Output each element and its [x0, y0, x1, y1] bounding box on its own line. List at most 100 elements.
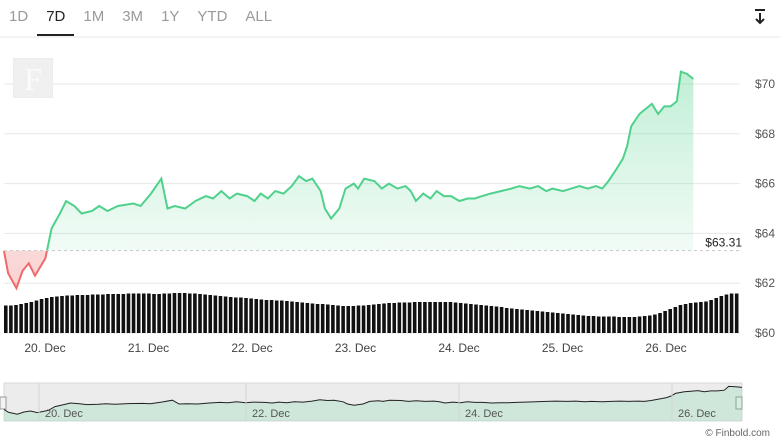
volume-bar	[274, 300, 279, 333]
tab-7d[interactable]: 7D	[37, 0, 75, 36]
volume-bar	[295, 302, 299, 333]
volume-bar	[264, 300, 269, 333]
volume-bar	[571, 314, 575, 333]
volume-bar	[101, 294, 105, 333]
volume-bar	[418, 302, 422, 333]
volume-bar	[658, 313, 662, 333]
volume-bar	[648, 315, 652, 333]
volume-bar	[305, 303, 310, 333]
volume-bar	[315, 304, 320, 333]
volume-bar	[433, 302, 437, 333]
volume-bar	[152, 294, 156, 333]
volume-bar	[530, 310, 535, 333]
finbold-logo: F	[13, 58, 53, 98]
volume-bar	[484, 305, 489, 333]
volume-bar	[172, 293, 177, 333]
volume-bar	[576, 315, 581, 333]
volume-bar	[244, 298, 248, 333]
volume-bar	[280, 300, 284, 333]
volume-bar	[208, 295, 213, 333]
volume-bar	[479, 305, 483, 333]
volume-bar	[704, 301, 708, 333]
volume-bar	[182, 293, 187, 333]
volume-bar	[259, 299, 264, 333]
download-button[interactable]	[752, 8, 768, 26]
navigator-handle-left	[0, 396, 7, 410]
x-tick-label: 21. Dec	[128, 341, 169, 355]
volume-bar	[310, 303, 315, 333]
range-selector: 1D 7D 1M 3M 1Y YTD ALL	[0, 0, 281, 36]
volume-bar	[520, 309, 524, 333]
price-line-up	[45, 70, 694, 251]
tab-all[interactable]: ALL	[245, 8, 273, 25]
volume-bar	[50, 297, 54, 333]
volume-bar	[223, 296, 228, 333]
volume-bar	[300, 302, 305, 333]
volume-bar	[591, 316, 596, 333]
y-axis-labels: $60 $62 $64 $66 $68 $70	[755, 77, 775, 340]
volume-bar	[372, 304, 376, 333]
volume-bar	[602, 316, 606, 333]
volume-bar	[331, 305, 335, 333]
volume-bar	[361, 305, 366, 333]
volume-bar	[131, 293, 136, 333]
navigator-line	[3, 385, 743, 415]
y-tick-label: $70	[755, 77, 775, 91]
reference-label: $63.31	[705, 236, 742, 250]
volume-bar	[136, 293, 141, 333]
volume-bar	[729, 293, 734, 333]
volume-bar	[34, 300, 39, 333]
volume-bar	[525, 310, 529, 333]
volume-bar	[734, 293, 739, 333]
volume-bar	[19, 304, 23, 333]
tab-1d[interactable]: 1D	[9, 8, 29, 25]
volume-bar	[218, 296, 223, 333]
tab-ytd[interactable]: YTD	[197, 8, 228, 25]
tab-1y[interactable]: 1Y	[161, 8, 180, 25]
tab-3m[interactable]: 3M	[122, 8, 144, 25]
volume-bar	[412, 302, 417, 333]
volume-bar	[341, 306, 345, 333]
x-tick-label: 25. Dec	[542, 341, 583, 355]
volume-bar	[622, 317, 627, 333]
volume-bar	[162, 293, 167, 333]
volume-bar	[96, 294, 100, 333]
volume-bar	[351, 306, 356, 333]
volume-bar	[382, 303, 386, 333]
volume-bar	[683, 304, 688, 333]
price-line-down	[3, 250, 49, 291]
volume-bar	[535, 311, 540, 333]
volume-bar	[213, 295, 218, 333]
x-tick-label: 23. Dec	[335, 341, 376, 355]
y-tick-label: $62	[755, 276, 775, 290]
volume-bar	[596, 316, 601, 333]
navigator-label: 20. Dec	[45, 408, 83, 420]
volume-bar	[44, 298, 49, 333]
volume-bar	[637, 316, 642, 333]
volume-bar	[556, 313, 560, 333]
volume-bar	[254, 299, 259, 333]
volume-bar	[586, 316, 591, 333]
volume-bar	[453, 302, 458, 333]
credit-text: © Finbold.com	[705, 428, 770, 439]
volume-bar	[157, 294, 161, 333]
volume-bar	[515, 309, 519, 333]
volume-bar	[448, 302, 453, 333]
volume-bar	[392, 303, 397, 333]
volume-bar	[688, 303, 693, 333]
download-arrow-icon	[755, 9, 765, 25]
volume-bar	[397, 302, 402, 333]
y-tick-label: $64	[755, 226, 775, 240]
volume-bar	[694, 302, 698, 333]
volume-bar	[70, 295, 75, 333]
volume-bar	[699, 302, 703, 333]
volume-bar	[504, 308, 509, 333]
volume-bar	[188, 293, 192, 333]
volume-bar	[249, 298, 253, 333]
volume-bar	[377, 304, 381, 333]
volume-bar	[111, 294, 115, 333]
y-tick-label: $66	[755, 177, 775, 191]
volume-bar	[285, 301, 289, 333]
tab-1m[interactable]: 1M	[83, 8, 105, 25]
